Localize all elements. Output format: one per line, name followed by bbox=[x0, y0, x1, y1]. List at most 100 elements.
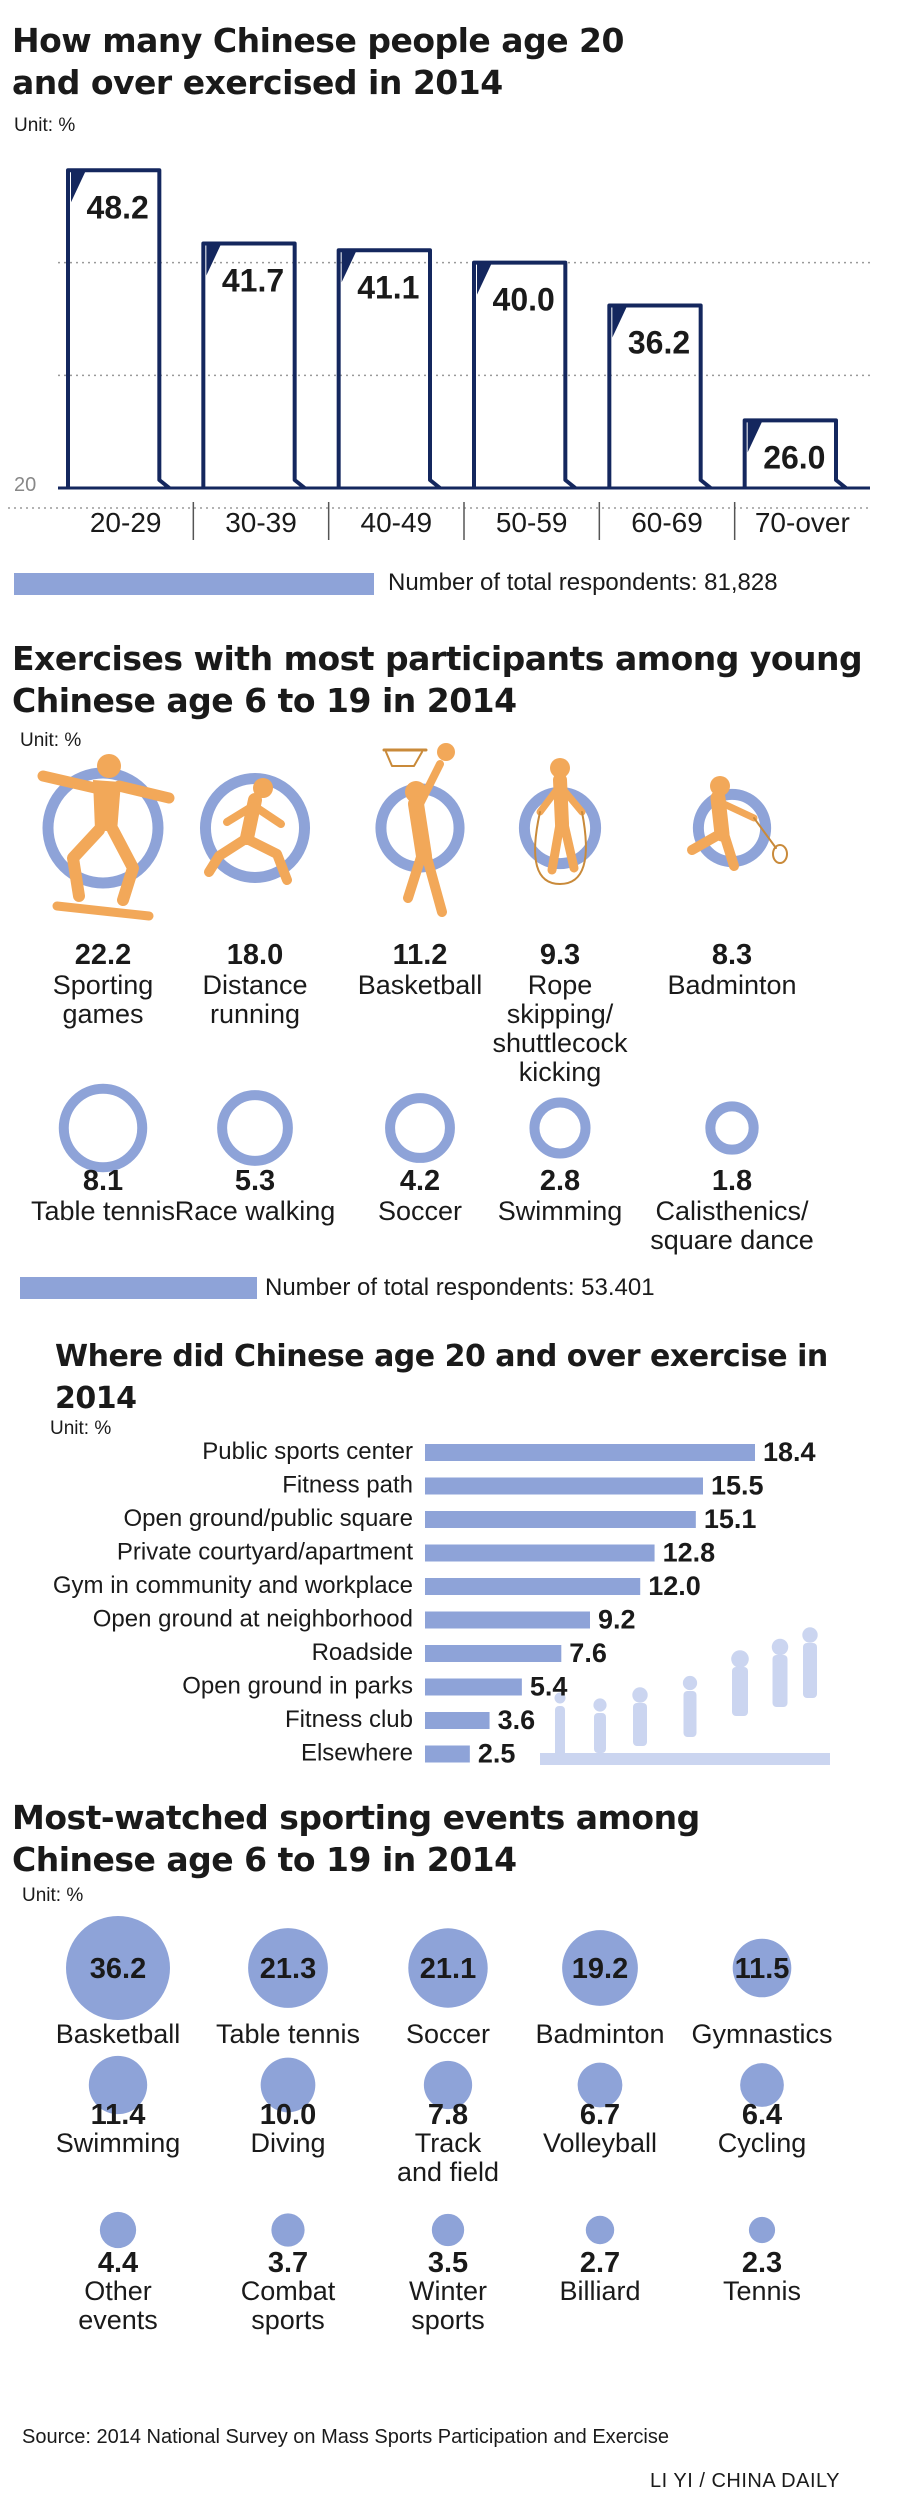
participation-value: 22.2 bbox=[75, 939, 131, 971]
silhouette-ground bbox=[540, 1753, 830, 1765]
icon-net bbox=[385, 751, 423, 767]
location-bar bbox=[425, 1511, 696, 1528]
participation-label: Table tennis bbox=[31, 1196, 175, 1226]
chart2-respondents-bar bbox=[20, 1277, 257, 1299]
participation-label: Distance running bbox=[202, 970, 307, 1029]
participation-value: 18.0 bbox=[227, 939, 283, 971]
participation-label-line: skipping/ bbox=[507, 999, 614, 1029]
chart4-watched-bubbles: 36.2 Basketball 21.3 Table tennis 21.1 Soccer… bbox=[56, 1916, 833, 2335]
watched-bubble bbox=[66, 1916, 170, 2020]
location-value: 3.6 bbox=[498, 1705, 536, 1735]
icon-rope bbox=[534, 811, 587, 885]
runner-icon bbox=[204, 778, 292, 885]
watched-label-line: Cycling bbox=[718, 2128, 807, 2158]
chart2-unit: Unit: % bbox=[20, 730, 82, 751]
location-value: 18.4 bbox=[763, 1437, 816, 1467]
participation-value: 9.3 bbox=[540, 939, 580, 971]
basketball-player-icon bbox=[382, 743, 455, 917]
silhouette-body bbox=[772, 1655, 788, 1707]
location-label: Elsewhere bbox=[301, 1740, 413, 1767]
bar-value-label: 41.1 bbox=[357, 269, 419, 305]
watched-value: 2.7 bbox=[580, 2247, 620, 2279]
participation-ring bbox=[217, 1090, 293, 1166]
watched-bubble bbox=[740, 2063, 784, 2107]
chart1-title: How many Chinese people age 20 and over … bbox=[12, 20, 624, 104]
watched-bubble bbox=[271, 2213, 305, 2247]
participation-label-line: shuttlecock bbox=[492, 1028, 628, 1058]
chart2-title: Exercises with most participants among y… bbox=[12, 638, 863, 722]
participation-value: 1.8 bbox=[712, 1165, 752, 1197]
watched-label: Gymnastics bbox=[691, 2019, 832, 2049]
location-label: Fitness club bbox=[285, 1706, 413, 1733]
location-label: Roadside bbox=[312, 1639, 413, 1666]
icon-racket-head bbox=[772, 844, 788, 864]
watched-value: 21.1 bbox=[420, 1953, 476, 1985]
chart1-respondents-bar bbox=[14, 573, 374, 595]
location-value: 2.5 bbox=[478, 1739, 516, 1769]
participation-label-line: kicking bbox=[519, 1057, 602, 1087]
icon-head bbox=[710, 776, 730, 796]
location-label: Private courtyard/apartment bbox=[117, 1539, 413, 1566]
bar bbox=[607, 303, 712, 490]
location-label: Open ground at neighborhood bbox=[93, 1606, 413, 1633]
credit: LI YI / CHINA DAILY bbox=[650, 2470, 840, 2492]
badminton-player-icon bbox=[687, 776, 788, 871]
chart3-unit: Unit: % bbox=[50, 1418, 112, 1439]
bar-value-label: 36.2 bbox=[628, 324, 690, 360]
silhouette-body bbox=[633, 1703, 647, 1746]
watched-bubble bbox=[88, 2055, 148, 2115]
bar bbox=[472, 260, 577, 490]
icon-arms bbox=[536, 784, 586, 816]
participation-value: 8.3 bbox=[712, 939, 752, 971]
watched-label-line: Billiard bbox=[559, 2276, 640, 2306]
silhouette-head bbox=[682, 1675, 698, 1691]
icon-arms bbox=[223, 802, 285, 828]
participation-label-line: games bbox=[62, 999, 143, 1029]
participation-label-line: Rope bbox=[528, 970, 593, 1000]
location-bar bbox=[425, 1444, 755, 1461]
chart1-unit: Unit: % bbox=[14, 115, 76, 136]
icon-ball bbox=[437, 743, 455, 761]
participation-ring bbox=[385, 1093, 455, 1163]
watched-bubble bbox=[408, 1928, 488, 2008]
participation-label-line: Calisthenics/ bbox=[655, 1196, 809, 1226]
icon-racket-handle bbox=[753, 817, 777, 849]
watched-label: Combat sports bbox=[241, 2276, 336, 2335]
bar-corner bbox=[71, 170, 86, 203]
bar-corner bbox=[612, 305, 628, 338]
watched-label-line: Table tennis bbox=[216, 2019, 360, 2049]
participation-value: 11.2 bbox=[393, 939, 448, 971]
icon-legs bbox=[403, 849, 447, 917]
x-tick-label: 60-69 bbox=[631, 507, 703, 538]
silhouette-body bbox=[732, 1667, 748, 1716]
watched-label-line: Combat bbox=[241, 2276, 336, 2306]
watched-label-line: Winter bbox=[409, 2276, 487, 2306]
bar-value-label: 41.7 bbox=[222, 263, 284, 299]
chart3-location-bar-chart: Public sports center 18.4 Fitness path 15.5… bbox=[53, 1437, 830, 1769]
participation-label-line: square dance bbox=[650, 1225, 814, 1255]
fitness-people-icon bbox=[540, 1627, 830, 1765]
location-bar bbox=[425, 1712, 490, 1729]
bar-value-label: 26.0 bbox=[763, 439, 825, 475]
location-bar bbox=[425, 1578, 641, 1595]
source-note: Source: 2014 National Survey on Mass Spo… bbox=[22, 2426, 670, 2448]
watched-bubble bbox=[248, 1928, 328, 2008]
chart2-title-line-2: Chinese age 6 to 19 in 2014 bbox=[12, 681, 517, 720]
chart1-respondents-label: Number of total respondents: 81,828 bbox=[388, 569, 778, 596]
location-label: Open ground/public square bbox=[123, 1505, 413, 1532]
chart4-unit: Unit: % bbox=[22, 1885, 84, 1906]
watched-label: Volleyball bbox=[543, 2128, 657, 2158]
participation-label: Swimming bbox=[498, 1196, 623, 1226]
chart4-title-line-1: Most-watched sporting events among bbox=[12, 1798, 700, 1837]
silhouette-head bbox=[731, 1650, 749, 1668]
chart4-title: Most-watched sporting events among Chine… bbox=[12, 1797, 700, 1881]
watched-label: Swimming bbox=[56, 2128, 181, 2158]
watched-label-line: Volleyball bbox=[543, 2128, 657, 2158]
watched-label: Tennis bbox=[723, 2276, 801, 2306]
participation-label: Soccer bbox=[378, 1196, 462, 1226]
x-tick-label: 20-29 bbox=[90, 507, 162, 538]
watched-label-line: events bbox=[78, 2305, 158, 2335]
participation-label: Badminton bbox=[667, 970, 796, 1000]
icon-arm bbox=[720, 800, 758, 822]
